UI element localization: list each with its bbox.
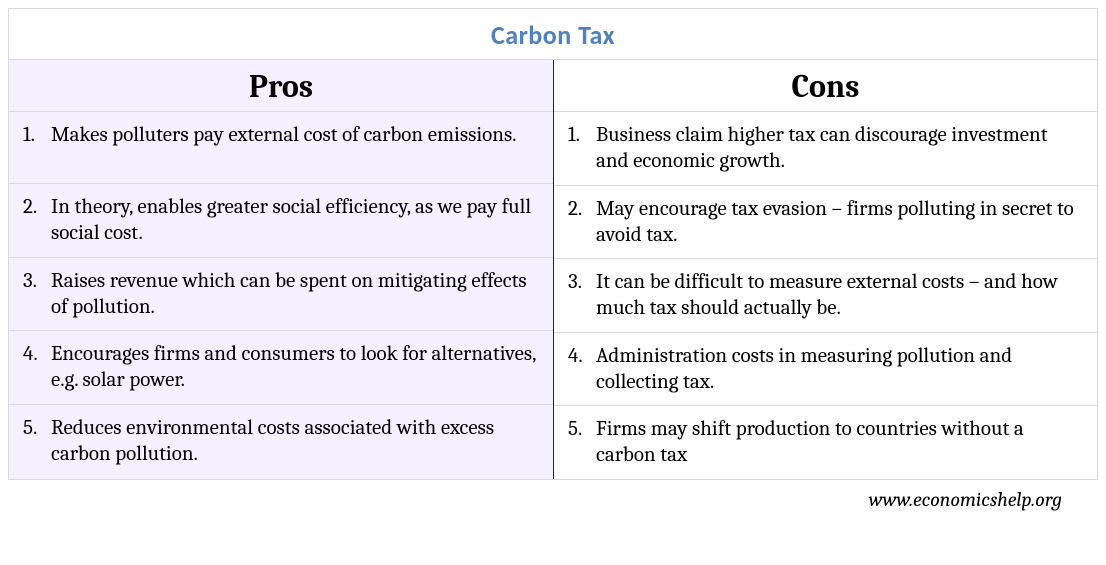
item-number: 2.: [23, 194, 49, 220]
item-text: Encourages firms and consumers to look f…: [49, 341, 539, 394]
item-text: May encourage tax evasion – firms pollut…: [594, 196, 1083, 249]
pros-column: Pros 1. Makes polluters pay external cos…: [9, 60, 553, 479]
item-text: Makes polluters pay external cost of car…: [49, 122, 517, 148]
list-item: 1. Business claim higher tax can discour…: [554, 112, 1097, 186]
list-item: 4. Encourages firms and consumers to loo…: [9, 331, 553, 405]
comparison-table: Carbon Tax Pros 1. Makes polluters pay e…: [8, 8, 1098, 480]
source-footer: www.economicshelp.org: [8, 480, 1098, 515]
item-text: Firms may shift production to countries …: [594, 416, 1083, 469]
item-text: Reduces environmental costs associated w…: [49, 415, 539, 468]
list-item: 2. May encourage tax evasion – firms pol…: [554, 186, 1097, 260]
item-text: Business claim higher tax can discourage…: [594, 122, 1083, 175]
cons-column: Cons 1. Business claim higher tax can di…: [553, 60, 1097, 479]
item-number: 4.: [23, 341, 49, 367]
item-text: Raises revenue which can be spent on mit…: [49, 268, 539, 321]
pros-header: Pros: [9, 60, 553, 112]
item-number: 5.: [23, 415, 49, 441]
list-item: 3. Raises revenue which can be spent on …: [9, 258, 553, 332]
item-number: 1.: [23, 122, 49, 148]
item-number: 4.: [568, 343, 594, 369]
item-text: It can be difficult to measure external …: [594, 269, 1083, 322]
list-item: 5. Reduces environmental costs associate…: [9, 405, 553, 478]
list-item: 3. It can be difficult to measure extern…: [554, 259, 1097, 333]
table-title: Carbon Tax: [491, 19, 615, 51]
title-row: Carbon Tax: [9, 9, 1097, 60]
item-number: 5.: [568, 416, 594, 442]
list-item: 4. Administration costs in measuring pol…: [554, 333, 1097, 407]
cons-header: Cons: [554, 60, 1097, 112]
item-number: 3.: [568, 269, 594, 295]
list-item: 1. Makes polluters pay external cost of …: [9, 112, 553, 184]
columns: Pros 1. Makes polluters pay external cos…: [9, 60, 1097, 479]
item-number: 2.: [568, 196, 594, 222]
item-number: 3.: [23, 268, 49, 294]
list-item: 5. Firms may shift production to countri…: [554, 406, 1097, 479]
item-text: In theory, enables greater social effici…: [49, 194, 539, 247]
list-item: 2. In theory, enables greater social eff…: [9, 184, 553, 258]
item-text: Administration costs in measuring pollut…: [594, 343, 1083, 396]
item-number: 1.: [568, 122, 594, 148]
